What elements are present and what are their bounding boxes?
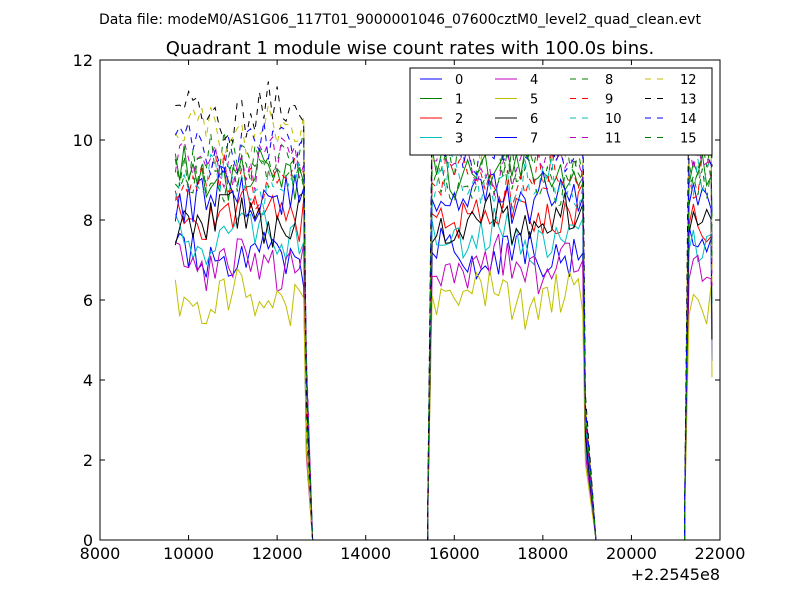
legend-label: 0 — [455, 73, 463, 88]
series-line-9 — [174, 149, 713, 541]
legend-label: 1 — [455, 93, 463, 108]
legend-label: 2 — [455, 112, 463, 127]
chart-title: Quadrant 1 module wise count rates with … — [166, 38, 655, 59]
y-tick-label: 2 — [83, 451, 93, 470]
series-line-10 — [174, 153, 713, 541]
y-tick-label: 4 — [83, 371, 93, 390]
legend-label: 11 — [605, 132, 622, 147]
y-tick-label: 12 — [73, 51, 93, 70]
x-offset-label: +2.2545e8 — [631, 565, 720, 584]
legend-label: 4 — [530, 73, 538, 88]
legend-label: 13 — [680, 93, 697, 108]
legend-label: 14 — [680, 112, 697, 127]
x-tick-label: 18000 — [517, 544, 568, 563]
x-tick-label: 16000 — [429, 544, 480, 563]
legend-label: 12 — [680, 73, 697, 88]
legend-box — [409, 67, 713, 156]
y-tick-label: 6 — [83, 291, 93, 310]
series-line-5 — [174, 267, 713, 541]
series-line-3 — [174, 207, 713, 541]
series-line-4 — [175, 233, 713, 541]
legend-label: 3 — [455, 132, 463, 147]
legend-label: 6 — [530, 112, 538, 127]
series-line-6 — [174, 190, 713, 541]
series-line-11 — [174, 134, 713, 541]
series-line-12 — [174, 103, 713, 541]
legend-label: 7 — [530, 132, 538, 147]
legend-label: 5 — [530, 93, 538, 108]
y-tick-label: 8 — [83, 211, 93, 230]
series-line-7 — [174, 164, 713, 541]
legend-label: 8 — [605, 73, 613, 88]
legend-label: 10 — [605, 112, 622, 127]
figure-suptitle: Data file: modeM0/AS1G06_117T01_90000010… — [99, 12, 701, 28]
x-axis: 8000 10000 12000 14000 16000 18000 20000 22000 — [80, 60, 746, 563]
legend-label: 9 — [605, 93, 613, 108]
series-layer — [174, 81, 713, 541]
x-tick-label: 14000 — [340, 544, 391, 563]
x-tick-label: 8000 — [80, 544, 121, 563]
x-tick-label: 12000 — [252, 544, 303, 563]
x-tick-label: 20000 — [606, 544, 657, 563]
legend-label: 15 — [680, 132, 697, 147]
y-tick-label: 0 — [83, 531, 93, 550]
y-tick-label: 10 — [73, 131, 93, 150]
x-tick-label: 10000 — [163, 544, 214, 563]
series-line-15 — [174, 145, 713, 541]
series-line-1 — [174, 145, 713, 541]
series-line-8 — [174, 129, 713, 541]
series-line-14 — [174, 118, 713, 541]
x-tick-label: 22000 — [695, 544, 746, 563]
